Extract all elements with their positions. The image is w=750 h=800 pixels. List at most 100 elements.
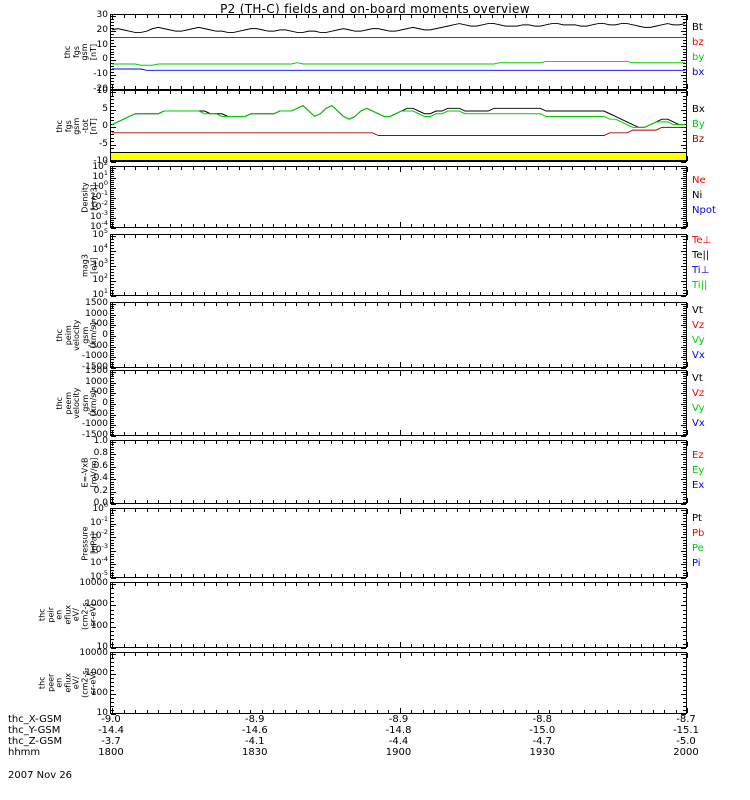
x-tick-mark [192, 441, 194, 444]
x-tick-mark [284, 86, 286, 89]
x-tick-mark [595, 292, 596, 295]
y-tick-mark [111, 479, 116, 481]
x-tick-mark [675, 441, 677, 444]
x-tick-mark [491, 441, 493, 444]
x-tick-mark [664, 583, 665, 586]
x-tick-mark [411, 86, 412, 89]
x-tick-mark [158, 574, 159, 577]
x-tick-mark [572, 303, 573, 306]
x-tick-mark [365, 292, 366, 295]
y-minor-tick [683, 474, 686, 476]
y-minor-tick [111, 348, 114, 350]
x-axis-value: 1800 [98, 747, 124, 758]
y-minor-tick [683, 682, 686, 683]
y-minor-tick [111, 192, 114, 193]
y-minor-tick [111, 116, 114, 118]
y-minor-tick [111, 54, 114, 56]
x-tick-mark [261, 432, 263, 435]
y-tick-mark [681, 60, 686, 62]
y-tick-mark [681, 266, 686, 267]
legend-item: Pt [692, 513, 702, 524]
y-tick-mark [111, 228, 116, 229]
y-minor-tick [683, 572, 686, 574]
x-tick-mark [583, 710, 585, 713]
x-tick-mark [445, 574, 447, 577]
legend-item: Ey [692, 464, 705, 476]
x-tick-mark [307, 371, 309, 374]
x-tick-mark [192, 500, 194, 503]
x-tick-mark [388, 653, 389, 656]
x-tick-mark [192, 224, 194, 227]
x-tick-mark [411, 509, 412, 512]
x-axis-value: -9.0 [101, 714, 121, 725]
x-tick-mark [526, 432, 527, 435]
x-tick-mark [399, 290, 401, 295]
x-tick-mark [468, 432, 470, 435]
y-tick-mark [111, 694, 116, 695]
x-tick-mark [158, 432, 159, 435]
x-tick-mark [652, 441, 654, 444]
y-minor-tick [683, 220, 686, 221]
x-tick-mark [215, 710, 217, 713]
x-tick-mark [307, 292, 309, 295]
x-tick-mark [273, 15, 274, 18]
x-tick-mark [307, 303, 309, 306]
y-minor-tick [111, 194, 114, 195]
x-tick-mark [618, 224, 619, 227]
y-tick-mark [681, 296, 686, 297]
x-tick-mark [204, 509, 205, 512]
x-tick-mark [296, 303, 297, 306]
x-tick-mark [595, 15, 596, 18]
y-minor-tick [111, 639, 114, 641]
y-minor-tick [683, 429, 686, 431]
x-tick-mark [319, 441, 320, 444]
x-tick-mark [514, 653, 516, 656]
x-tick-mark [491, 432, 493, 435]
x-tick-mark [250, 371, 251, 374]
y-tick-mark [111, 236, 116, 237]
x-tick-mark [353, 235, 355, 238]
y-minor-tick [683, 116, 686, 118]
x-tick-mark [181, 574, 182, 577]
page-title: P2 (TH-C) fields and on-board moments ov… [220, 2, 530, 16]
y-tick: 1000 [85, 668, 108, 678]
y-tick: 102 [92, 159, 108, 172]
x-tick-mark [342, 292, 343, 295]
y-minor-tick [683, 338, 686, 340]
x-tick-mark [353, 574, 355, 577]
y-tick: 0.2 [93, 485, 108, 496]
x-tick-mark [457, 653, 458, 656]
x-tick-mark [192, 15, 194, 18]
y-minor-tick [683, 57, 686, 59]
legend-item: Npot [692, 204, 716, 216]
x-tick-mark [376, 167, 378, 170]
x-tick-mark [618, 86, 619, 89]
x-tick-mark [514, 500, 516, 503]
x-tick-mark [526, 364, 527, 367]
x-tick-mark [606, 15, 608, 18]
y-minor-tick [683, 293, 686, 294]
x-tick-mark [503, 364, 504, 367]
x-axis-value: 2000 [673, 747, 699, 758]
x-tick-mark [560, 364, 562, 367]
x-tick-mark [549, 653, 550, 656]
x-tick-mark [687, 572, 688, 577]
y-minor-tick [683, 180, 686, 181]
y-tick-mark [111, 674, 116, 675]
panel-peer-eflux [110, 652, 688, 715]
y-tick-mark [111, 75, 116, 77]
y-tick-mark [681, 198, 686, 199]
x-tick-mark [549, 583, 550, 586]
y-axis-label-line: Pressure [80, 525, 89, 561]
x-tick-mark [123, 710, 125, 713]
x-tick-mark [353, 653, 355, 656]
x-tick-mark [629, 364, 631, 367]
x-tick-mark [641, 292, 642, 295]
x-tick-mark [399, 15, 401, 20]
y-tick-mark [681, 281, 686, 282]
y-minor-tick [683, 226, 686, 227]
y-minor-tick [111, 333, 114, 335]
x-tick-mark [629, 509, 631, 512]
x-tick-mark [319, 364, 320, 367]
x-tick-mark [629, 653, 631, 656]
